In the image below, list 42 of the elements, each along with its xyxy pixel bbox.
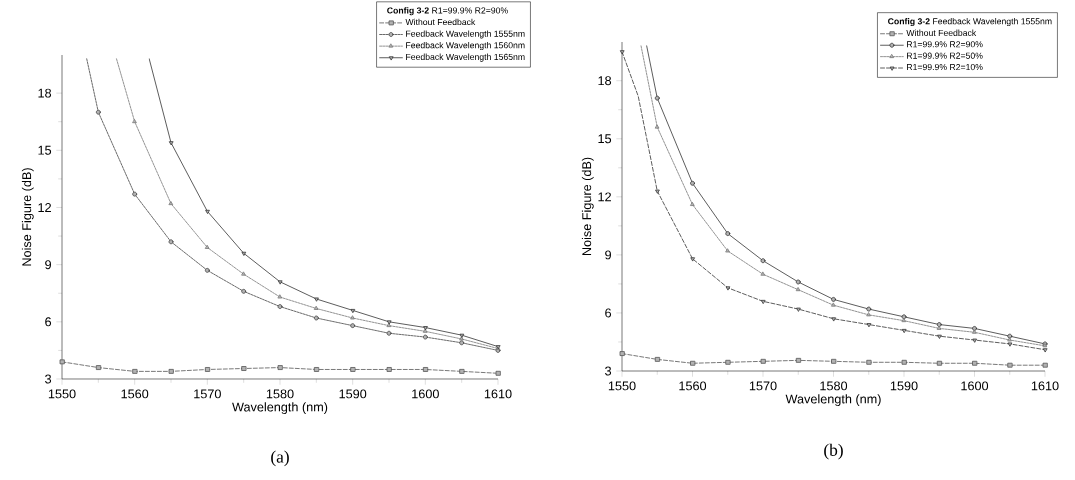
x-tick-label: 1550 bbox=[608, 381, 636, 391]
y-tick-label: 3 bbox=[45, 374, 52, 384]
x-tick-label: 1580 bbox=[820, 381, 848, 391]
legend-label: Feedback Wavelength 1565nm bbox=[406, 53, 525, 62]
legend-label: R1=99.9% R2=90% bbox=[907, 41, 983, 48]
x-tick-label: 1570 bbox=[749, 381, 777, 391]
x-tick-label: 1610 bbox=[1031, 381, 1059, 391]
y-tick-label: 9 bbox=[45, 260, 51, 270]
legend-label: R1=99.9% R2=10% bbox=[907, 64, 983, 71]
y-tick-label: 18 bbox=[598, 76, 612, 86]
y-axis-title: Noise Figure (dB) bbox=[581, 157, 594, 256]
y-tick-label: 6 bbox=[45, 317, 52, 327]
y-tick-label: 12 bbox=[598, 192, 611, 202]
y-tick-label: 12 bbox=[38, 203, 51, 212]
x-axis-title: Wavelength (nm) bbox=[785, 394, 881, 406]
x-tick-label: 1570 bbox=[194, 389, 221, 399]
x-tick-label: 1550 bbox=[48, 389, 76, 399]
legend-label: Feedback Wavelength 1555nm bbox=[406, 30, 525, 39]
text: (a) bbox=[271, 450, 289, 467]
y-tick-label: 15 bbox=[38, 145, 52, 155]
y-tick-label: 15 bbox=[598, 134, 612, 144]
y-tick-label: 3 bbox=[605, 366, 612, 376]
x-axis-title: Wavelength (nm) bbox=[232, 402, 328, 414]
y-tick-label: 9 bbox=[605, 250, 611, 260]
x-tick-label: 1560 bbox=[121, 389, 149, 399]
text: (b) bbox=[824, 443, 843, 460]
legend-label: R1=99.9% R2=50% bbox=[907, 52, 983, 59]
x-tick-label: 1580 bbox=[266, 389, 294, 399]
x-tick-label: 1600 bbox=[961, 381, 989, 391]
x-tick-label: 1600 bbox=[412, 389, 439, 399]
y-axis-title: Noise Figure (dB) bbox=[21, 168, 34, 266]
x-tick-label: 1590 bbox=[890, 381, 918, 391]
legend-title: Config 3-2 Feedback Wavelength 1555nm bbox=[888, 18, 1052, 27]
legend-label: Without Feedback bbox=[906, 29, 977, 36]
legend-label: Feedback Wavelength 1560nm bbox=[406, 41, 525, 51]
legend-label: Without Feedback bbox=[405, 18, 476, 26]
x-tick-label: 1610 bbox=[484, 389, 512, 399]
x-tick-label: 1560 bbox=[679, 381, 707, 391]
x-tick-label: 1590 bbox=[339, 389, 367, 399]
legend-title: Config 3-2 R1=99.9% R2=90% bbox=[387, 7, 508, 16]
y-tick-label: 6 bbox=[605, 308, 612, 318]
y-tick-label: 18 bbox=[38, 88, 52, 98]
